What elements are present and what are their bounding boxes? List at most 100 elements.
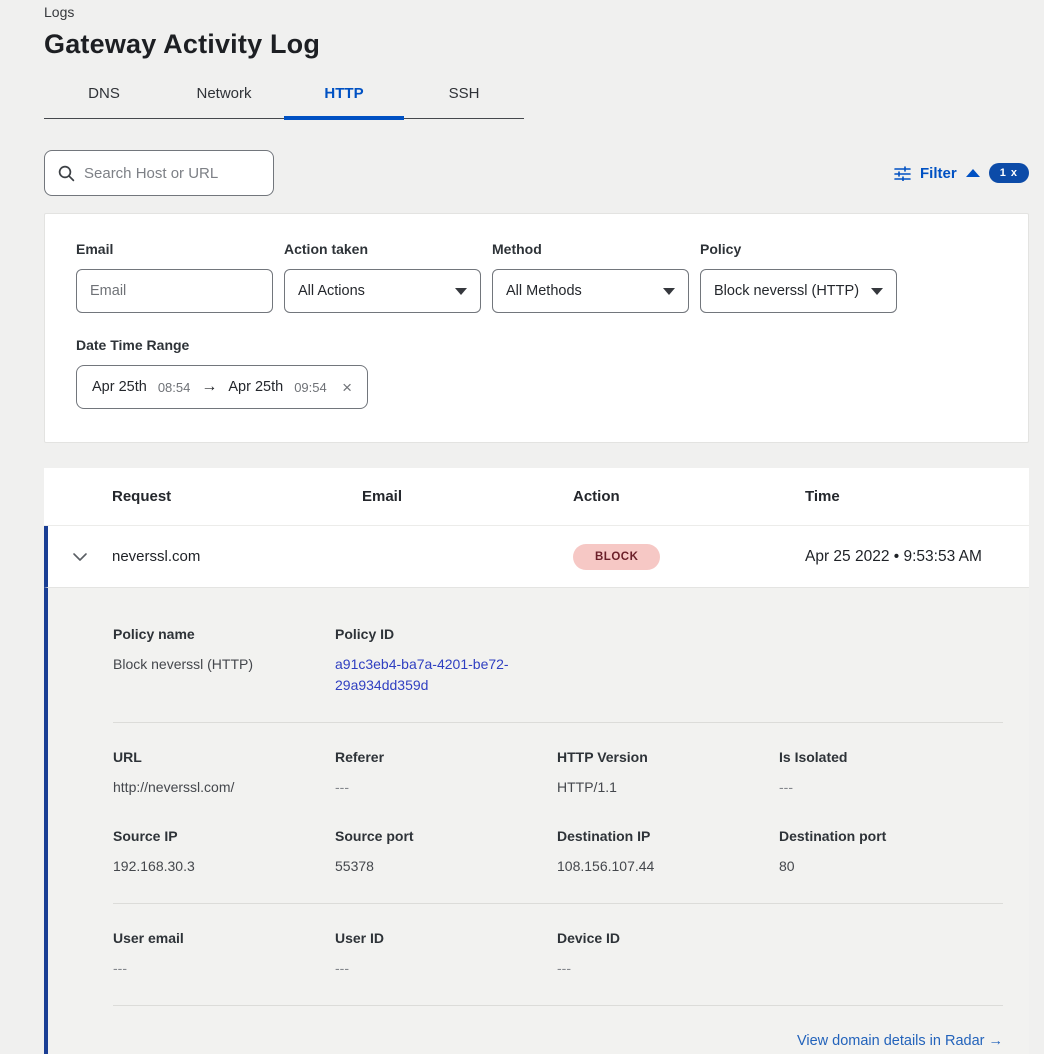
filter-field-email: Email — [76, 241, 273, 313]
detail-label: Destination IP — [557, 828, 651, 844]
dropdown-caret-icon — [663, 287, 675, 295]
chevron-down-icon — [72, 552, 88, 562]
time-to: 09:54 — [294, 379, 327, 395]
filter-fields-row: Email Action taken All Actions Method Al… — [76, 241, 998, 313]
policy-id-link[interactable]: a91c3eb4-ba7a-4201-be72-29a934dd359d — [335, 656, 509, 693]
page-title: Gateway Activity Log — [44, 29, 321, 59]
detail-field-destination-port: Destination port 80 — [779, 828, 1001, 877]
detail-field-http-version: HTTP Version HTTP/1.1 — [557, 749, 779, 798]
row-details-panel: Policy name Block neverssl (HTTP) Policy… — [44, 588, 1029, 1054]
policy-label: Policy — [700, 241, 742, 257]
table-row[interactable]: neverssl.com BLOCK Apr 25 2022 • 9:53:53… — [44, 526, 1029, 588]
tab-ssh[interactable]: SSH — [448, 85, 480, 102]
detail-value: 55378 — [335, 858, 374, 874]
detail-field-policy-id: Policy ID a91c3eb4-ba7a-4201-be72-29a934… — [335, 626, 557, 696]
action-taken-label: Action taken — [284, 241, 369, 257]
detail-value: --- — [557, 960, 571, 976]
detail-field-source-port: Source port 55378 — [335, 828, 557, 877]
column-header-email: Email — [362, 488, 403, 505]
detail-label: Source IP — [113, 828, 178, 844]
detail-field-url: URL http://neverssl.com/ — [113, 749, 335, 798]
date-range-label: Date Time Range — [76, 337, 190, 353]
method-select[interactable]: All Methods — [492, 269, 689, 313]
radar-link-row: View domain details in Radar → — [113, 1032, 1003, 1050]
search-input[interactable] — [84, 164, 260, 182]
detail-field-user-id: User ID --- — [335, 930, 557, 979]
arrow-right-icon: → — [201, 378, 218, 395]
filter-button[interactable]: Filter — [920, 164, 957, 182]
column-header-action: Action — [573, 488, 620, 505]
tab-http[interactable]: HTTP — [284, 85, 404, 120]
detail-field-destination-ip: Destination IP 108.156.107.44 — [557, 828, 779, 877]
time-cell: Apr 25 2022 • 9:53:53 AM — [805, 547, 982, 565]
column-header-time: Time — [805, 488, 840, 505]
search-filter-row: Filter 1 x — [44, 150, 1029, 196]
clear-date-icon[interactable]: × — [342, 377, 352, 397]
dropdown-caret-icon — [871, 287, 883, 295]
detail-label: Policy ID — [335, 626, 395, 642]
request-section: URL http://neverssl.com/ Referer --- HTT… — [113, 723, 1003, 904]
email-filter-label: Email — [76, 241, 114, 257]
detail-value: --- — [335, 960, 349, 976]
detail-value: 192.168.30.3 — [113, 858, 195, 874]
detail-value: --- — [113, 960, 127, 976]
filter-panel: Email Action taken All Actions Method Al… — [44, 213, 1029, 443]
detail-value: http://neverssl.com/ — [113, 779, 235, 795]
table-header: Request Email Action Time — [44, 468, 1029, 526]
action-taken-select[interactable]: All Actions — [284, 269, 481, 313]
method-label: Method — [492, 241, 542, 257]
detail-label: User ID — [335, 930, 385, 946]
detail-label: URL — [113, 749, 142, 765]
detail-field-user-email: User email --- — [113, 930, 335, 979]
date-range-picker[interactable]: Apr 25th 08:54 → Apr 25th 09:54 × — [76, 365, 368, 409]
detail-label: Policy name — [113, 626, 195, 642]
caret-up-icon[interactable] — [965, 169, 980, 177]
detail-label: HTTP Version — [557, 749, 648, 765]
detail-value: Block neverssl (HTTP) — [113, 656, 254, 672]
detail-label: User email — [113, 930, 184, 946]
detail-value: --- — [779, 779, 793, 795]
policy-select[interactable]: Block neverssl (HTTP) — [700, 269, 897, 313]
view-radar-link[interactable]: View domain details in Radar → — [796, 1033, 1003, 1049]
search-box[interactable] — [44, 150, 274, 196]
filter-count-badge[interactable]: 1 x — [988, 163, 1029, 183]
search-icon — [58, 165, 75, 182]
block-status-badge: BLOCK — [573, 543, 661, 570]
email-filter-input[interactable] — [90, 283, 259, 299]
detail-label: Destination port — [779, 828, 887, 844]
filter-field-action-taken: Action taken All Actions — [284, 241, 481, 313]
method-value: All Methods — [506, 283, 582, 299]
detail-label: Source port — [335, 828, 414, 844]
date-from: Apr 25th — [92, 379, 147, 395]
email-filter-box — [76, 269, 273, 313]
filter-controls: Filter 1 x — [894, 163, 1029, 183]
detail-value: HTTP/1.1 — [557, 779, 617, 795]
column-header-request: Request — [112, 488, 172, 505]
detail-field-source-ip: Source IP 192.168.30.3 — [113, 828, 335, 877]
request-cell: neverssl.com — [112, 548, 201, 565]
detail-label: Is Isolated — [779, 749, 848, 765]
action-taken-value: All Actions — [298, 283, 365, 299]
detail-value: 80 — [779, 858, 795, 874]
detail-field-device-id: Device ID --- — [557, 930, 779, 979]
detail-label: Referer — [335, 749, 385, 765]
dropdown-caret-icon — [455, 287, 467, 295]
activity-table: Request Email Action Time neverssl.com B… — [44, 468, 1029, 1054]
breadcrumb: Logs — [44, 4, 75, 20]
chevron-cell[interactable] — [48, 552, 112, 562]
filter-field-method: Method All Methods — [492, 241, 689, 313]
date-to: Apr 25th — [228, 379, 284, 395]
tab-dns[interactable]: DNS — [88, 85, 120, 102]
user-section: User email --- User ID --- Device ID --- — [113, 904, 1003, 1006]
filter-icon — [894, 165, 911, 181]
policy-section: Policy name Block neverssl (HTTP) Policy… — [113, 626, 1003, 723]
time-from: 08:54 — [157, 379, 191, 395]
action-cell: BLOCK — [573, 543, 805, 570]
filter-field-policy: Policy Block neverssl (HTTP) — [700, 241, 897, 313]
policy-value: Block neverssl (HTTP) — [714, 283, 860, 299]
detail-field-referer: Referer --- — [335, 749, 557, 798]
detail-field-is-isolated: Is Isolated --- — [779, 749, 1001, 798]
detail-label: Device ID — [557, 930, 621, 946]
tab-network[interactable]: Network — [196, 85, 252, 102]
